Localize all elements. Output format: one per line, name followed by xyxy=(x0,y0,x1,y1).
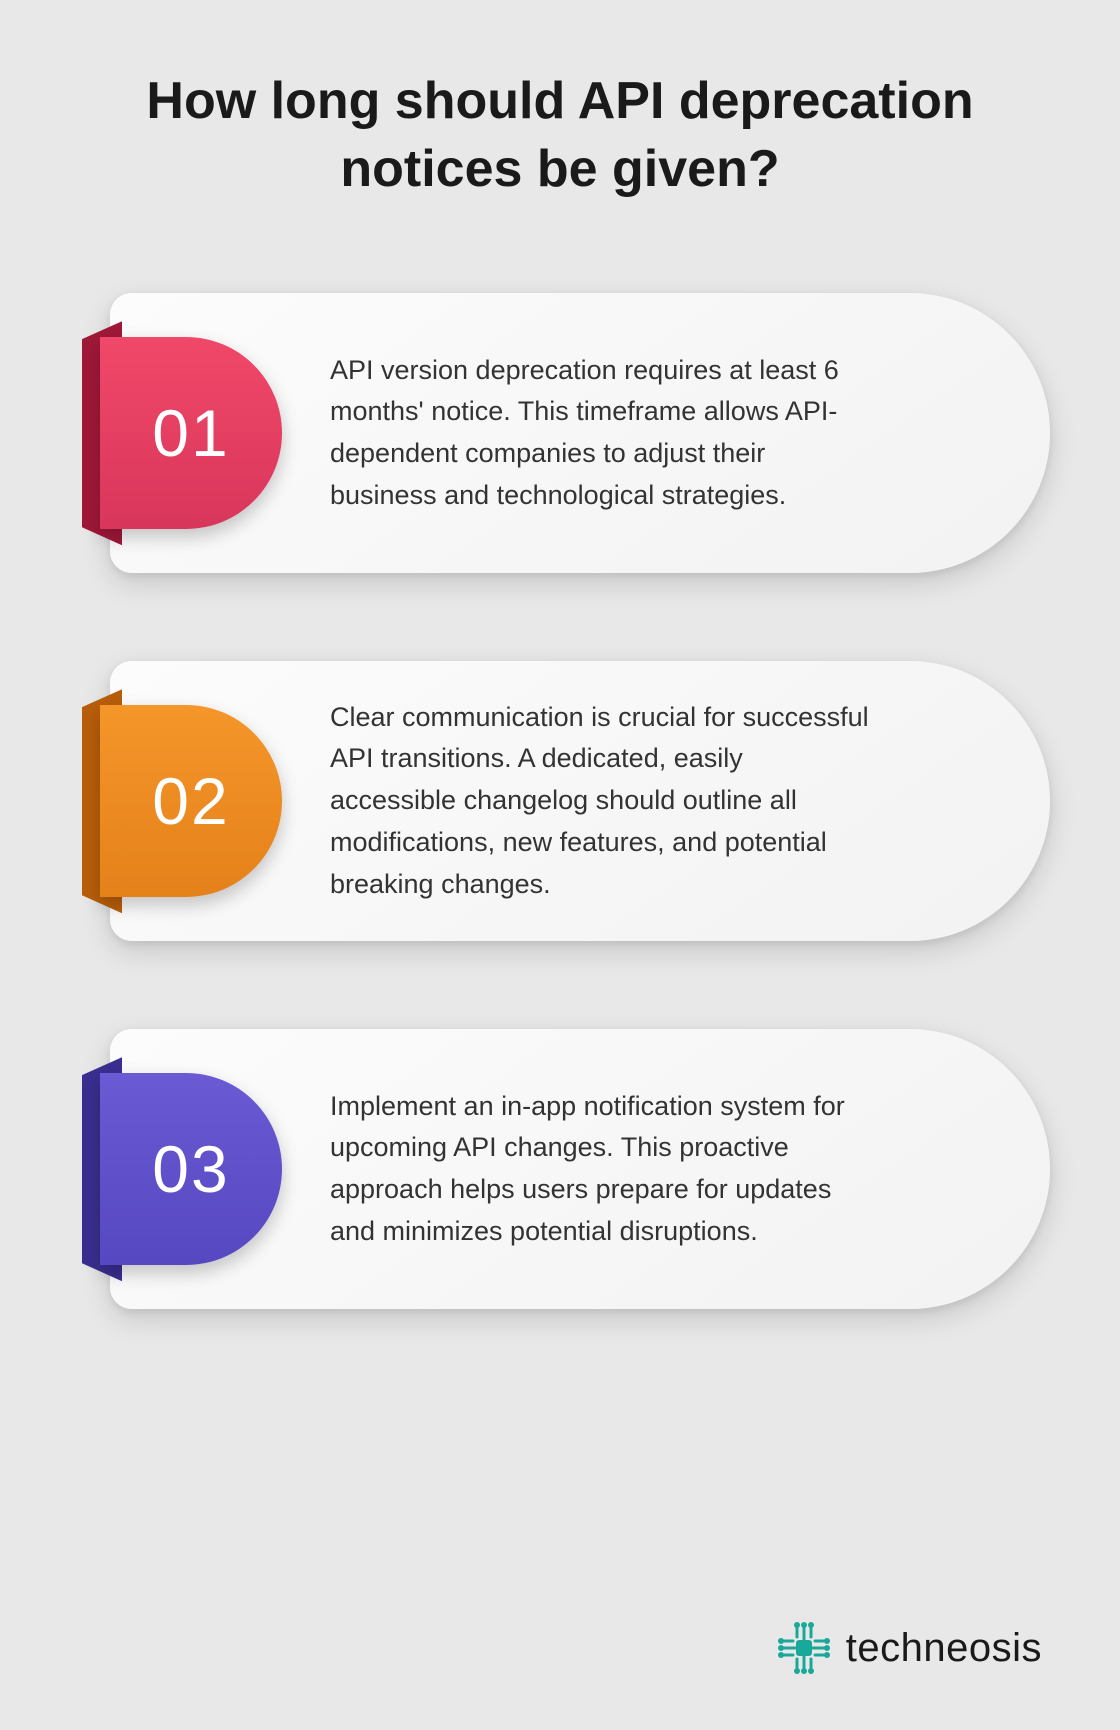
card-2-text: Clear communication is crucial for succe… xyxy=(330,697,870,906)
item-1: API version deprecation requires at leas… xyxy=(90,293,1042,573)
item-3: Implement an in-app notification system … xyxy=(90,1029,1042,1309)
logo-icon xyxy=(776,1620,832,1676)
footer-logo: techneosis xyxy=(776,1620,1042,1676)
badge-3-number: 03 xyxy=(152,1131,229,1207)
badge-1-number: 01 xyxy=(152,395,229,471)
card-1-text: API version deprecation requires at leas… xyxy=(330,350,870,517)
badge-2-number: 02 xyxy=(152,763,229,839)
brand-name: techneosis xyxy=(846,1626,1042,1671)
item-2: Clear communication is crucial for succe… xyxy=(90,661,1042,941)
card-3-text: Implement an in-app notification system … xyxy=(330,1086,870,1253)
items-list: API version deprecation requires at leas… xyxy=(78,293,1042,1309)
page-title: How long should API deprecation notices … xyxy=(78,68,1042,203)
